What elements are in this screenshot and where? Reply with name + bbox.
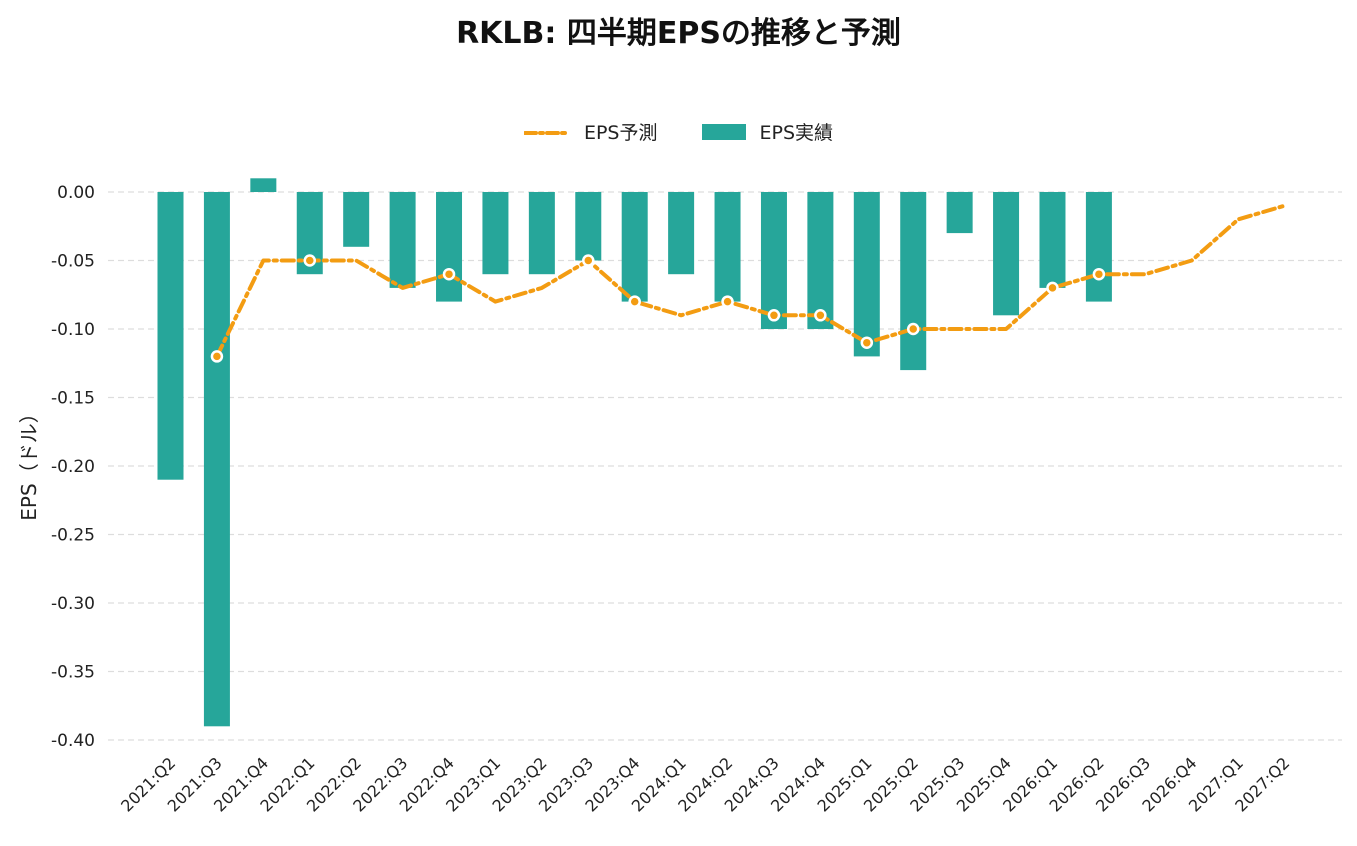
bar-eps-actual <box>528 192 555 275</box>
y-tick-label: -0.10 <box>51 320 95 340</box>
forecast-point <box>860 336 874 349</box>
bar-eps-actual <box>482 192 509 275</box>
y-tick-label: -0.20 <box>51 457 95 477</box>
bar-eps-actual <box>946 192 973 234</box>
y-tick-label: 0.00 <box>57 183 95 203</box>
ytick-layer: 0.00 -0.05 -0.10 -0.15 -0.20 -0.25 -0.30 -0.35 -… <box>51 183 95 751</box>
bar-eps-actual <box>1085 192 1112 302</box>
bar-eps-actual <box>714 192 741 302</box>
forecast-point <box>628 295 641 308</box>
legend-label-forecast: EPS予測 <box>583 122 658 144</box>
forecast-point <box>442 267 456 281</box>
forecast-point <box>721 295 734 308</box>
bar-eps-actual <box>900 192 927 371</box>
legend-item-forecast: EPS予測 <box>523 118 658 145</box>
y-tick-label: -0.05 <box>51 252 95 272</box>
forecast-point <box>210 350 224 363</box>
y-tick-label: -0.15 <box>51 389 95 409</box>
bar-eps-actual <box>203 192 230 727</box>
bar-eps-actual <box>157 192 184 480</box>
forecast-point <box>1046 281 1059 295</box>
line-layer <box>214 203 1287 359</box>
bar-eps-actual <box>807 192 834 329</box>
forecast-point <box>814 309 827 322</box>
legend: EPS予測 EPS実績 <box>0 118 1357 145</box>
legend-label-actual: EPS実績 <box>759 122 834 144</box>
forecast-point <box>906 322 920 336</box>
bar-eps-actual <box>343 192 370 247</box>
y-tick-label: -0.40 <box>51 731 95 751</box>
legend-swatch-actual <box>701 123 746 140</box>
marker-layer <box>210 254 1106 363</box>
bar-eps-actual <box>250 178 277 192</box>
xtick-layer: 2021:Q22021:Q32021:Q42022:Q12022:Q22022:… <box>117 753 1293 815</box>
forecast-point <box>1092 267 1106 281</box>
bar-eps-actual <box>621 192 648 302</box>
bar-eps-actual <box>993 192 1020 316</box>
y-tick-label: -0.30 <box>51 594 95 614</box>
forecast-point <box>767 309 781 322</box>
bar-eps-actual <box>1039 192 1066 288</box>
bar-eps-actual <box>853 192 880 357</box>
line-eps-forecast <box>214 203 1287 359</box>
y-axis-label: EPS（ドル） <box>17 403 41 520</box>
y-tick-label: -0.35 <box>51 663 95 683</box>
forecast-point <box>303 254 317 267</box>
forecast-point <box>582 254 595 267</box>
legend-swatch-forecast <box>523 130 570 135</box>
legend-item-actual: EPS実績 <box>701 118 834 145</box>
chart-title: RKLB: 四半期EPSの推移と予測 <box>456 16 901 51</box>
bar-layer <box>157 178 1112 727</box>
bar-eps-actual <box>436 192 463 302</box>
bar-eps-actual <box>668 192 695 275</box>
y-tick-label: -0.25 <box>51 526 95 546</box>
bar-eps-actual <box>575 192 602 261</box>
bar-eps-actual <box>760 192 787 329</box>
bar-eps-actual <box>389 192 416 288</box>
